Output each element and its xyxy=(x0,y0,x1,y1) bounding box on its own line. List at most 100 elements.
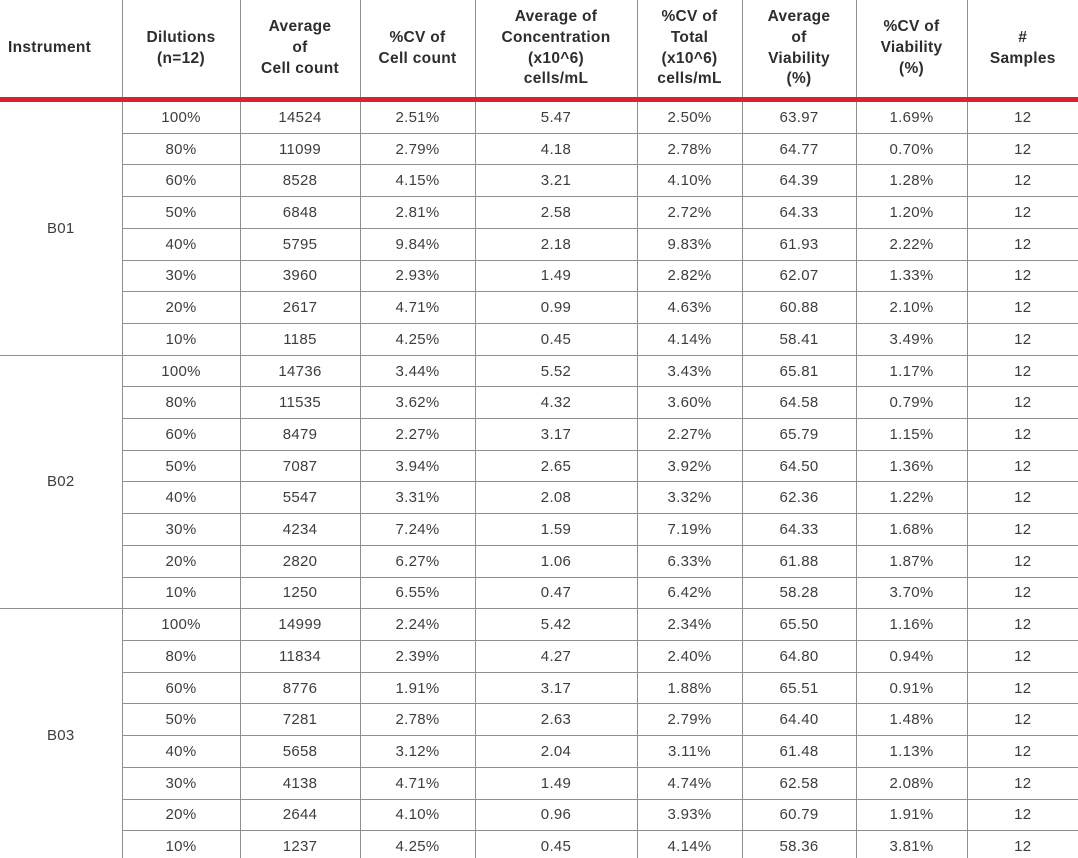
avg-concentration-cell: 2.08 xyxy=(474,481,637,515)
avg-cell-count-cell: 3960 xyxy=(239,260,360,293)
table-row: 30% 4138 4.71% 1.49 4.74% 62.58 2.08% 12 xyxy=(0,767,1078,800)
cv-viability-cell: 0.94% xyxy=(855,640,967,673)
column-header-avg-concentration: Average of Concentration (x10^6) cells/m… xyxy=(474,0,637,102)
dilution-cell: 10% xyxy=(121,577,240,610)
num-samples-cell: 12 xyxy=(966,703,1078,737)
num-samples-cell: 12 xyxy=(966,386,1078,420)
avg-concentration-cell: 1.49 xyxy=(474,260,637,293)
num-samples-cell: 12 xyxy=(966,481,1078,515)
avg-viability-cell: 62.07 xyxy=(741,260,856,293)
cv-total-cell: 4.10% xyxy=(636,164,742,198)
avg-concentration-cell: 2.18 xyxy=(474,228,637,261)
cv-cell-count-cell: 2.81% xyxy=(359,196,475,229)
avg-viability-cell: 63.97 xyxy=(741,99,856,134)
dilution-cell: 80% xyxy=(121,386,240,420)
cv-viability-cell: 1.91% xyxy=(855,799,967,832)
dilution-cell: 50% xyxy=(121,703,240,737)
avg-concentration-cell: 0.96 xyxy=(474,799,637,832)
cv-cell-count-cell: 2.51% xyxy=(359,99,475,134)
table-row: 80% 11535 3.62% 4.32 3.60% 64.58 0.79% 12 xyxy=(0,386,1078,420)
column-header-cv-viability: %CV of Viability (%) xyxy=(855,0,967,102)
num-samples-cell: 12 xyxy=(966,196,1078,229)
cv-viability-cell: 0.70% xyxy=(855,133,967,166)
cv-total-cell: 2.27% xyxy=(636,418,742,451)
num-samples-cell: 12 xyxy=(966,545,1078,578)
cv-cell-count-cell: 2.78% xyxy=(359,703,475,737)
avg-concentration-cell: 1.59 xyxy=(474,513,637,546)
table-row: 10% 1185 4.25% 0.45 4.14% 58.41 3.49% 12 xyxy=(0,323,1078,356)
avg-concentration-cell: 5.52 xyxy=(474,355,637,388)
avg-cell-count-cell: 6848 xyxy=(239,196,360,229)
cv-total-cell: 4.14% xyxy=(636,830,742,858)
table-row: B02 100% 14736 3.44% 5.52 3.43% 65.81 1.17% 12 xyxy=(0,355,1078,610)
avg-viability-cell: 65.81 xyxy=(741,355,856,388)
cv-cell-count-cell: 4.10% xyxy=(359,799,475,832)
avg-concentration-cell: 2.65 xyxy=(474,450,637,483)
cv-viability-cell: 1.48% xyxy=(855,703,967,737)
dilution-cell: 50% xyxy=(121,196,240,229)
cv-total-cell: 4.14% xyxy=(636,323,742,356)
avg-concentration-cell: 3.21 xyxy=(474,164,637,198)
instrument-cell: B03 xyxy=(46,727,75,745)
num-samples-cell: 12 xyxy=(966,450,1078,483)
table-row: 20% 2644 4.10% 0.96 3.93% 60.79 1.91% 12 xyxy=(0,799,1078,832)
table-row: 40% 5547 3.31% 2.08 3.32% 62.36 1.22% 12 xyxy=(0,481,1078,515)
table-row: 10% 1250 6.55% 0.47 6.42% 58.28 3.70% 12 xyxy=(0,577,1078,610)
avg-concentration-cell: 2.04 xyxy=(474,735,637,768)
dilution-cell: 100% xyxy=(121,99,240,134)
avg-concentration-cell: 2.58 xyxy=(474,196,637,229)
avg-viability-cell: 58.36 xyxy=(741,830,856,858)
avg-concentration-cell: 5.47 xyxy=(474,99,637,134)
cv-total-cell: 2.82% xyxy=(636,260,742,293)
instrument-cell: B01 xyxy=(0,99,122,356)
avg-concentration-cell: 1.06 xyxy=(474,545,637,578)
avg-viability-cell: 64.58 xyxy=(741,386,856,420)
cv-viability-cell: 1.69% xyxy=(855,99,967,134)
num-samples-cell: 12 xyxy=(966,228,1078,261)
cv-total-cell: 2.78% xyxy=(636,133,742,166)
avg-cell-count-cell: 5658 xyxy=(239,735,360,768)
cv-total-cell: 3.32% xyxy=(636,481,742,515)
cv-cell-count-cell: 2.93% xyxy=(359,260,475,293)
cv-viability-cell: 1.33% xyxy=(855,260,967,293)
cv-total-cell: 2.34% xyxy=(636,608,742,641)
num-samples-cell: 12 xyxy=(966,799,1078,832)
cv-viability-cell: 1.28% xyxy=(855,164,967,198)
num-samples-cell: 12 xyxy=(966,830,1078,858)
table-row: B01 100% 14524 2.51% 5.47 2.50% 63.97 1.69% 12 xyxy=(0,99,1078,356)
column-header-avg-viability: Average of Viability (%) xyxy=(741,0,856,102)
table-row: 60% 8479 2.27% 3.17 2.27% 65.79 1.15% 12 xyxy=(0,418,1078,451)
dilution-cell: 80% xyxy=(121,133,240,166)
cv-cell-count-cell: 9.84% xyxy=(359,228,475,261)
cv-total-cell: 4.63% xyxy=(636,291,742,324)
num-samples-cell: 12 xyxy=(966,577,1078,610)
table-body: B01 100% 14524 2.51% 5.47 2.50% 63.97 1.69% 12 80… xyxy=(0,99,1078,858)
avg-viability-cell: 64.80 xyxy=(741,640,856,673)
cv-total-cell: 3.92% xyxy=(636,450,742,483)
cv-viability-cell: 1.68% xyxy=(855,513,967,546)
cv-viability-cell: 3.49% xyxy=(855,323,967,356)
table-row: 10% 1237 4.25% 0.45 4.14% 58.36 3.81% 12 xyxy=(0,830,1078,858)
avg-concentration-cell: 0.45 xyxy=(474,323,637,356)
table-row: 50% 7087 3.94% 2.65 3.92% 64.50 1.36% 12 xyxy=(0,450,1078,483)
cv-cell-count-cell: 3.94% xyxy=(359,450,475,483)
avg-cell-count-cell: 1185 xyxy=(239,323,360,356)
cv-viability-cell: 1.20% xyxy=(855,196,967,229)
instrument-cell: B02 xyxy=(0,355,122,610)
cv-total-cell: 9.83% xyxy=(636,228,742,261)
table-row: 60% 8776 1.91% 3.17 1.88% 65.51 0.91% 12 xyxy=(0,672,1078,705)
cv-total-cell: 1.88% xyxy=(636,672,742,705)
column-header-cv-cell-count: %CV of Cell count xyxy=(359,0,475,102)
dilution-cell: 30% xyxy=(121,767,240,800)
avg-cell-count-cell: 1237 xyxy=(239,830,360,858)
table-header: Instrument Dilutions (n=12) Average of C… xyxy=(0,0,1078,102)
cv-viability-cell: 2.10% xyxy=(855,291,967,324)
avg-cell-count-cell: 2644 xyxy=(239,799,360,832)
avg-concentration-cell: 4.32 xyxy=(474,386,637,420)
avg-concentration-cell: 0.45 xyxy=(474,830,637,858)
table-row: 50% 7281 2.78% 2.63 2.79% 64.40 1.48% 12 xyxy=(0,703,1078,737)
avg-cell-count-cell: 7281 xyxy=(239,703,360,737)
cv-total-cell: 2.72% xyxy=(636,196,742,229)
cv-total-cell: 3.93% xyxy=(636,799,742,832)
cv-viability-cell: 1.87% xyxy=(855,545,967,578)
